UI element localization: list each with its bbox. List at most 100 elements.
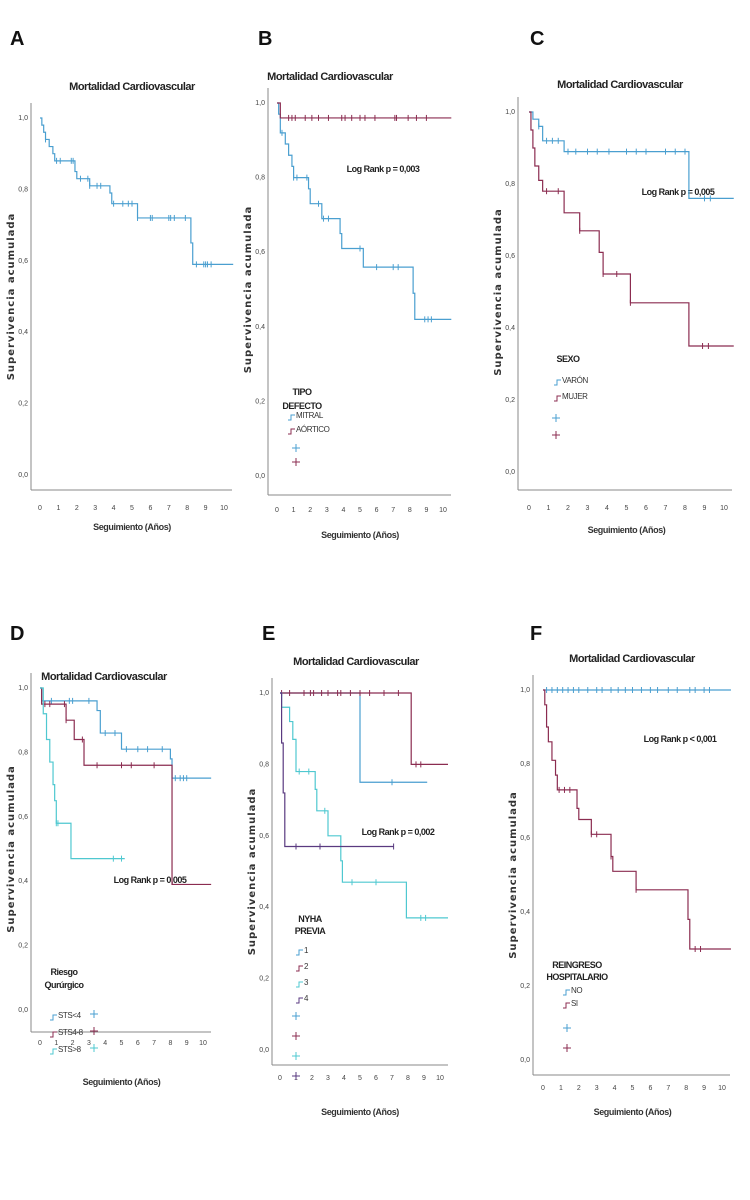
legend-title: PREVIA (295, 926, 327, 936)
x-tick-label: 4 (605, 505, 609, 512)
legend-label: SI (571, 999, 578, 1008)
survival-curve-2 (529, 111, 734, 347)
survival-curve-4 (280, 692, 394, 848)
x-tick-label: 8 (408, 507, 412, 514)
survival-curve-1 (277, 102, 452, 320)
legend-censor-symbol (292, 1052, 300, 1060)
x-tick-label: 5 (358, 1075, 362, 1082)
y-tick-label: 1,0 (505, 109, 515, 116)
legend-label: MITRAL (296, 411, 324, 420)
survival-curve-3 (40, 687, 125, 860)
x-axis-label: Seguimiento (Años) (321, 1107, 399, 1117)
x-tick-label: 4 (613, 1085, 617, 1092)
x-tick-label: 7 (664, 505, 668, 512)
x-tick-label: 8 (185, 505, 189, 512)
y-tick-label: 1,0 (18, 115, 28, 122)
x-tick-label: 5 (120, 1040, 124, 1047)
survival-curve-2 (277, 102, 452, 119)
legend-swatch (563, 989, 570, 996)
x-tick-label: 5 (358, 507, 362, 514)
x-tick-label: 2 (577, 1085, 581, 1092)
x-tick-label: 3 (87, 1040, 91, 1047)
y-tick-label: 0,0 (520, 1057, 530, 1064)
y-tick-label: 0,0 (505, 469, 515, 476)
x-axis-label: Seguimiento (Años) (321, 530, 399, 540)
chart-title: Mortalidad Cardiovascular (569, 653, 696, 665)
legend-label: 4 (304, 994, 309, 1003)
x-tick-label: 1 (547, 505, 551, 512)
y-axis-label: Supervivencia acumulada (493, 208, 504, 376)
y-tick-label: 0,4 (520, 909, 530, 916)
legend-censor-symbol (90, 1044, 98, 1052)
x-tick-label: 9 (185, 1040, 189, 1047)
chart-title: Mortalidad Cardiovascular (69, 81, 196, 93)
x-tick-label: 9 (703, 505, 707, 512)
x-tick-label: 5 (130, 505, 134, 512)
x-tick-label: 7 (152, 1040, 156, 1047)
panel-letter: F (530, 623, 542, 645)
x-tick-label: 2 (310, 1075, 314, 1082)
legend-label: 1 (304, 946, 309, 955)
y-tick-label: 0,0 (255, 473, 265, 480)
legend-label: 3 (304, 978, 309, 987)
legend-swatch (296, 949, 303, 956)
y-tick-label: 1,0 (259, 690, 269, 697)
x-tick-label: 3 (325, 507, 329, 514)
y-tick-label: 0,4 (255, 324, 265, 331)
x-tick-label: 10 (720, 505, 728, 512)
x-tick-label: 4 (341, 507, 345, 514)
x-tick-label: 4 (342, 1075, 346, 1082)
panel-letter: B (258, 28, 272, 50)
legend-label: STS<4 (58, 1011, 82, 1020)
x-tick-label: 10 (439, 507, 447, 514)
x-tick-label: 0 (278, 1075, 282, 1082)
y-tick-label: 0,8 (505, 181, 515, 188)
legend-swatch (554, 395, 561, 402)
x-tick-label: 8 (168, 1040, 172, 1047)
legend-title: NYHA (298, 914, 323, 924)
y-tick-label: 0,0 (259, 1047, 269, 1054)
x-tick-label: 10 (220, 505, 228, 512)
y-tick-label: 0,2 (255, 398, 265, 405)
x-tick-label: 3 (326, 1075, 330, 1082)
x-tick-label: 7 (391, 507, 395, 514)
y-axis-label: Supervivencia acumulada (6, 765, 17, 933)
legend-label: NO (571, 986, 582, 995)
legend-label: STS>8 (58, 1045, 82, 1054)
x-tick-label: 7 (666, 1085, 670, 1092)
x-tick-label: 7 (390, 1075, 394, 1082)
y-tick-label: 0,8 (18, 749, 28, 756)
x-tick-label: 5 (625, 505, 629, 512)
legend-censor-symbol (292, 1032, 300, 1040)
survival-curve-2 (543, 689, 731, 950)
x-tick-label: 0 (541, 1085, 545, 1092)
chart-title: Mortalidad Cardiovascular (41, 671, 168, 683)
log-rank-annotation: Log Rank p = 0,005 (642, 187, 715, 197)
legend-title: REINGRESO (552, 960, 602, 970)
x-tick-label: 2 (566, 505, 570, 512)
x-tick-label: 6 (148, 505, 152, 512)
y-axis-label: Supervivencia acumulada (243, 206, 254, 374)
survival-curve-1 (280, 692, 428, 783)
y-tick-label: 0,8 (255, 175, 265, 182)
legend-label: AÓRTICO (296, 425, 330, 434)
survival-curve-3 (280, 692, 448, 919)
legend-title: SEXO (556, 354, 580, 364)
x-tick-label: 0 (38, 1040, 42, 1047)
legend-title: TIPO (292, 387, 312, 397)
legend-censor-symbol (552, 414, 560, 422)
x-tick-label: 9 (204, 505, 208, 512)
legend-swatch (50, 1014, 57, 1021)
legend-label: VARÓN (562, 376, 588, 385)
y-tick-label: 0,0 (18, 1007, 28, 1014)
log-rank-annotation: Log Rank p = 0,002 (362, 827, 435, 837)
x-tick-label: 8 (406, 1075, 410, 1082)
x-axis-label: Seguimiento (Años) (594, 1107, 672, 1117)
x-tick-label: 5 (631, 1085, 635, 1092)
panel-letter: E (262, 623, 275, 645)
x-tick-label: 9 (702, 1085, 706, 1092)
log-rank-annotation: Log Rank p = 0,005 (114, 875, 187, 885)
x-tick-label: 6 (136, 1040, 140, 1047)
y-tick-label: 0,2 (505, 397, 515, 404)
legend-censor-symbol (90, 1010, 98, 1018)
